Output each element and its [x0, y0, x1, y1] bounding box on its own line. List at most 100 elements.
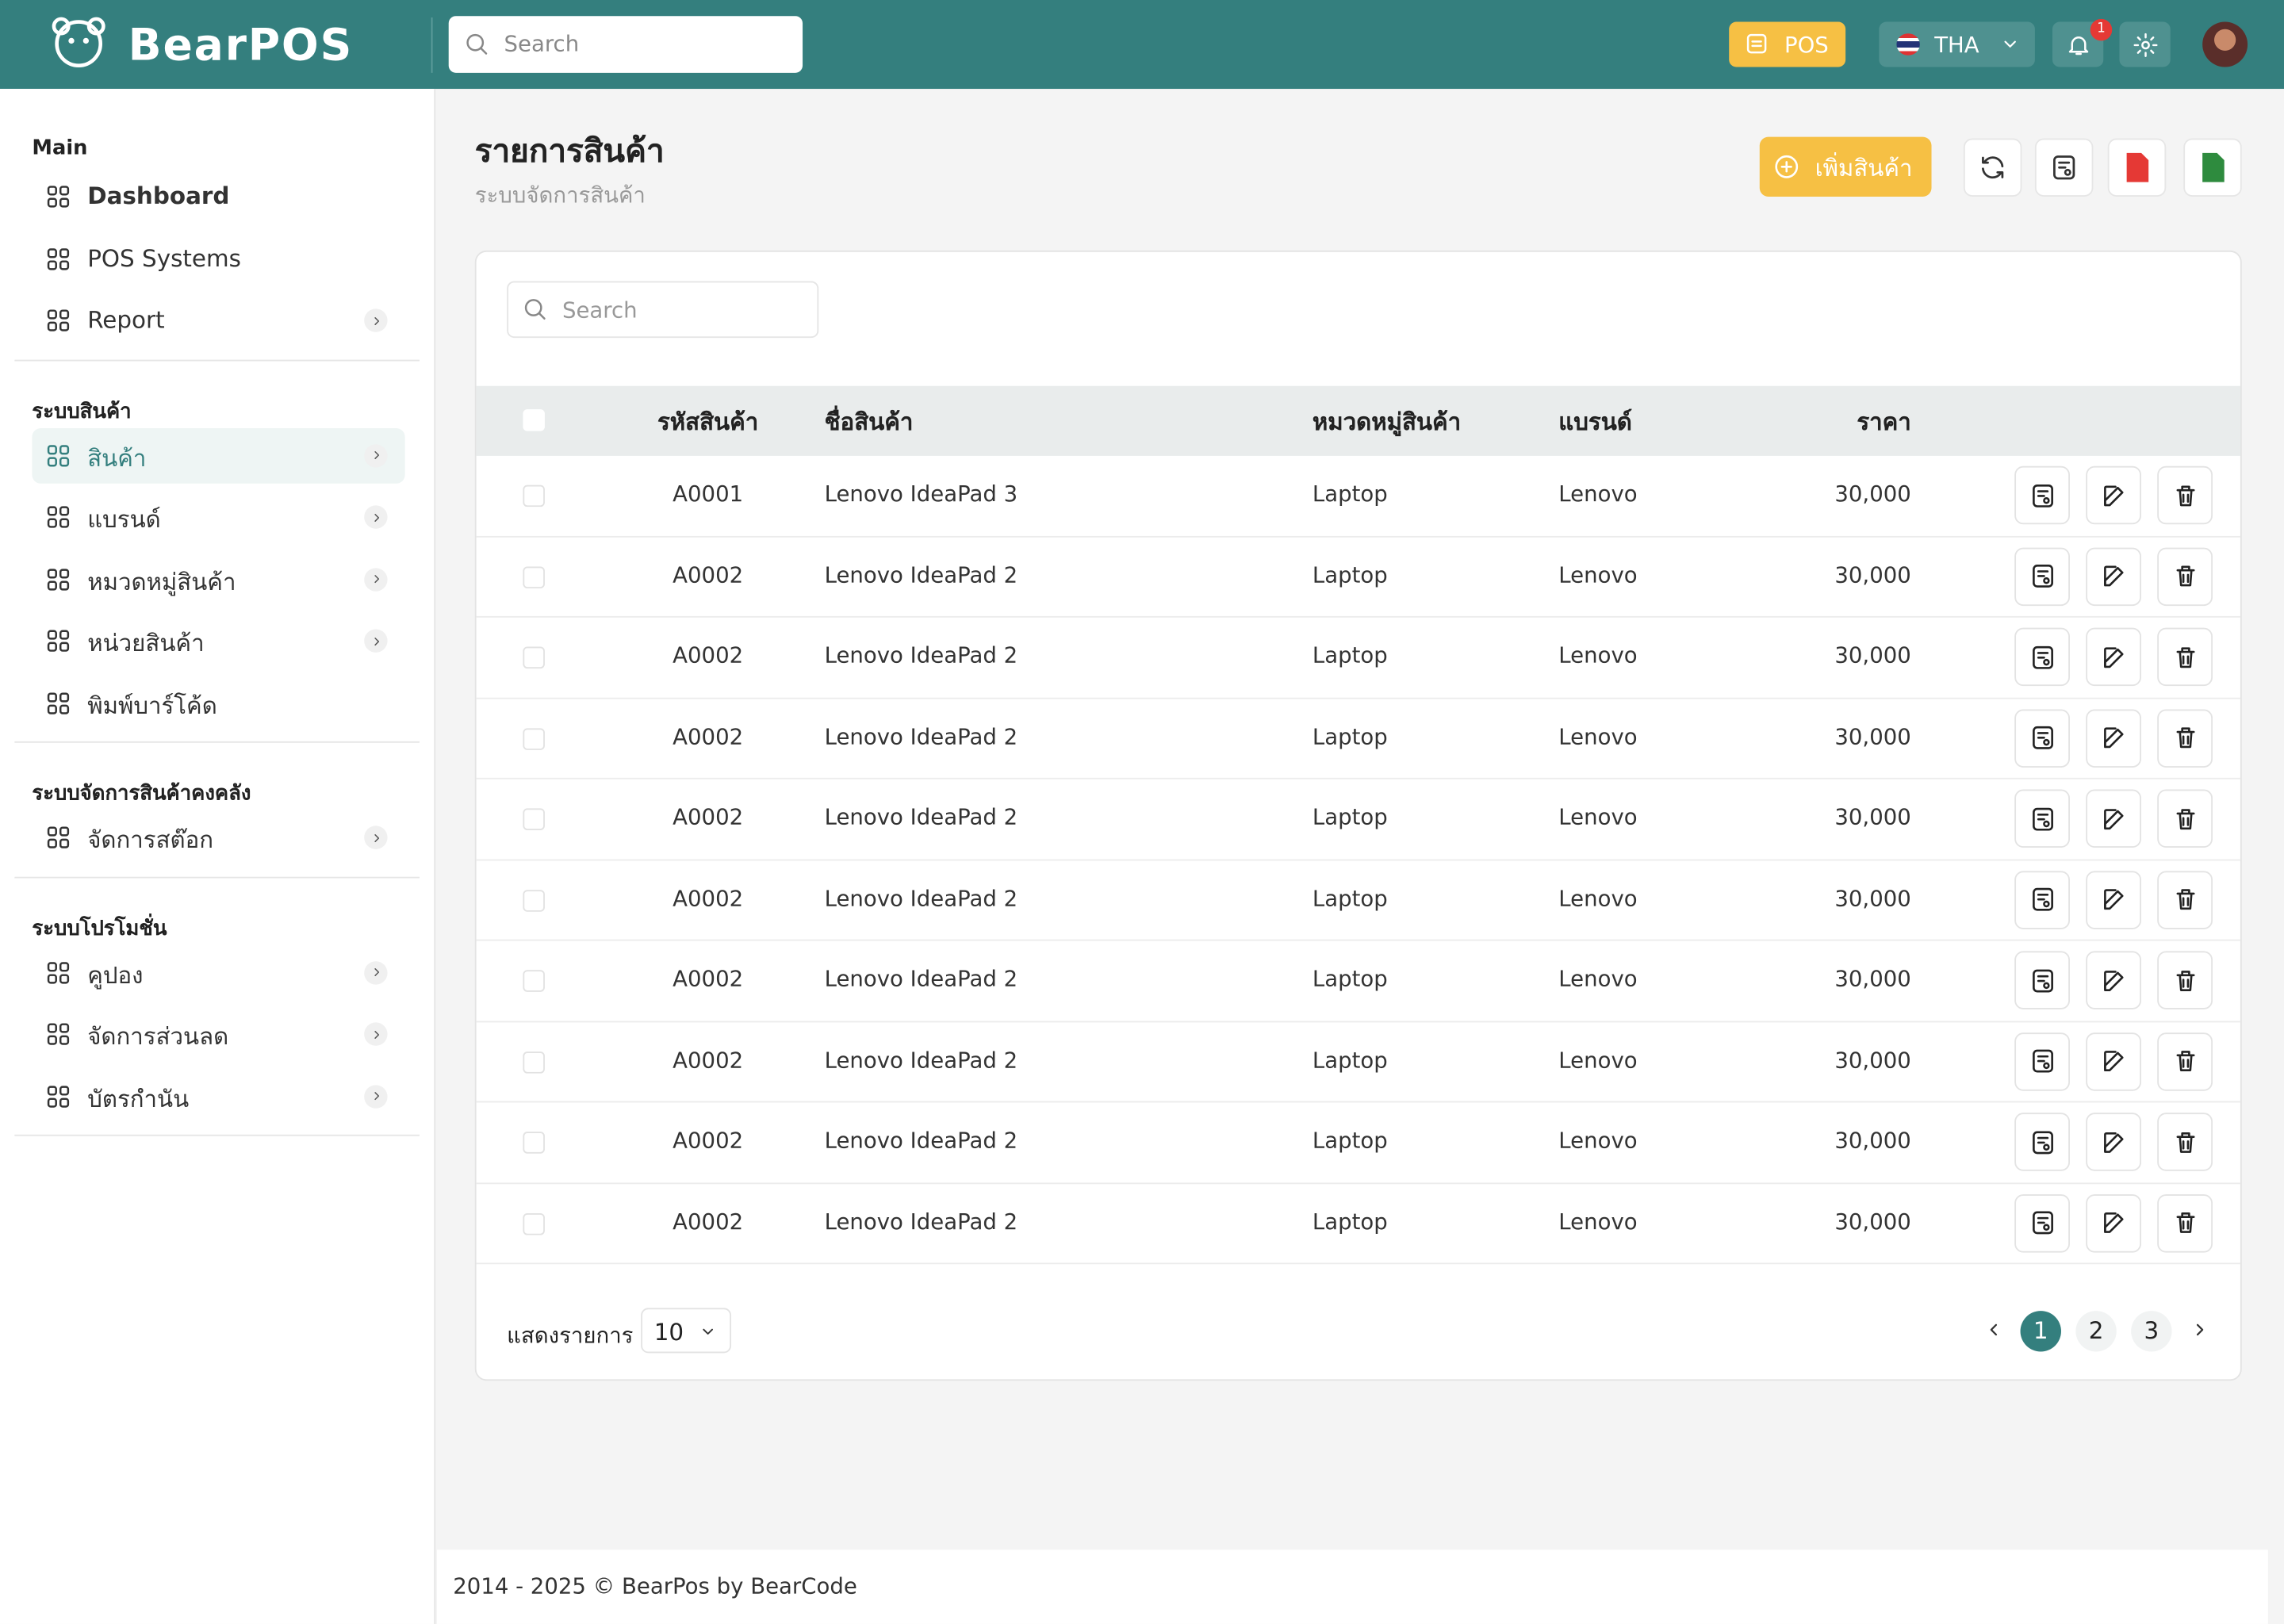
csv-button[interactable]	[2183, 138, 2242, 197]
view-button[interactable]	[2014, 1193, 2071, 1252]
cell: Lenovo IdeaPad 2	[824, 722, 1018, 750]
edit-button[interactable]	[2086, 951, 2142, 1009]
nav-item[interactable]: แบรนด์	[32, 489, 404, 545]
page-size-select[interactable]: 10	[641, 1308, 732, 1354]
edit-button[interactable]	[2086, 1113, 2142, 1171]
row-checkbox[interactable]	[523, 1212, 545, 1235]
notification-button[interactable]: 1	[2052, 18, 2113, 67]
nav-item[interactable]: บัตรกำนัน	[32, 1068, 404, 1124]
settings-button[interactable]	[2119, 21, 2171, 67]
page-number[interactable]: 2	[2075, 1311, 2117, 1352]
row-checkbox[interactable]	[523, 1051, 545, 1073]
icon	[47, 1023, 70, 1045]
delete-button[interactable]	[2157, 708, 2213, 768]
row-checkbox[interactable]	[523, 646, 545, 669]
page-number[interactable]: 3	[2131, 1311, 2172, 1352]
edit-button[interactable]	[2086, 870, 2142, 929]
delete-button[interactable]	[2157, 951, 2213, 1009]
row-checkbox[interactable]	[523, 808, 545, 830]
table-search[interactable]: Search	[507, 281, 819, 339]
view-button[interactable]	[2014, 1032, 2071, 1090]
delete-button[interactable]	[2157, 465, 2213, 525]
row-checkbox[interactable]	[523, 889, 545, 911]
delete-button[interactable]	[2157, 627, 2213, 687]
delete-button[interactable]	[2157, 546, 2213, 606]
barcode-button[interactable]	[2034, 138, 2094, 197]
language-select[interactable]: THA	[1879, 21, 2035, 67]
cell: Lenovo	[1558, 481, 1638, 508]
cell: Lenovo IdeaPad 2	[824, 803, 1018, 830]
nav-item[interactable]: Dashboard	[32, 169, 404, 224]
edit-button[interactable]	[2086, 789, 2142, 848]
nav-item[interactable]: หน่วยสินค้า	[32, 613, 404, 668]
nav-item[interactable]: พิมพ์บาร์โค้ด	[32, 675, 404, 730]
cell: Lenovo	[1558, 722, 1638, 750]
edit-button[interactable]	[2086, 465, 2142, 525]
view-button[interactable]	[2014, 708, 2071, 768]
view-button[interactable]	[2014, 1113, 2071, 1171]
edit-button[interactable]	[2086, 546, 2142, 606]
nav-item[interactable]: คูปอง	[32, 944, 404, 1000]
nav-icon	[45, 825, 71, 856]
icon	[2032, 726, 2053, 749]
delete-button[interactable]	[2157, 1193, 2213, 1252]
add-button[interactable]: เพิ่มสินค้า	[1759, 136, 1932, 197]
cell: 30,000	[1834, 1127, 1911, 1154]
header-checkbox[interactable]	[523, 409, 545, 431]
icon	[2103, 565, 2123, 587]
cell: Lenovo	[1558, 561, 1638, 588]
page-number[interactable]: 1	[2020, 1311, 2061, 1352]
edit-button[interactable]	[2086, 1193, 2142, 1252]
icon	[47, 186, 70, 208]
view-button[interactable]	[2014, 627, 2071, 687]
cell: Laptop	[1312, 1046, 1388, 1073]
edit-button[interactable]	[2086, 1032, 2142, 1090]
icon	[2032, 806, 2053, 830]
icon	[2032, 1211, 2053, 1235]
nav-item[interactable]: POS Systems	[32, 231, 404, 286]
avatar[interactable]	[2202, 21, 2248, 67]
next-page[interactable]	[2188, 1318, 2211, 1347]
nav-item[interactable]: หมวดหมู่สินค้า	[32, 551, 404, 607]
edit-button[interactable]	[2086, 627, 2142, 687]
nav-item[interactable]: สินค้า	[32, 427, 405, 483]
prev-page[interactable]	[1983, 1318, 2006, 1347]
row-checkbox[interactable]	[523, 970, 545, 992]
icon	[374, 575, 379, 584]
cell: A0002	[673, 1046, 744, 1073]
view-button[interactable]	[2014, 789, 2071, 848]
refresh-button[interactable]	[1963, 138, 2022, 197]
view-button[interactable]	[2014, 870, 2071, 929]
nav-item[interactable]: Report	[32, 293, 404, 348]
pos-button[interactable]: POS	[1729, 21, 1846, 67]
icon	[2175, 485, 2194, 506]
section-title: ระบบสินค้า	[32, 400, 132, 423]
view-button[interactable]	[2014, 546, 2071, 606]
delete-button[interactable]	[2157, 870, 2213, 929]
view-button[interactable]	[2014, 951, 2071, 1009]
row-checkbox[interactable]	[523, 727, 545, 750]
nav-item[interactable]: จัดการส่วนลด	[32, 1006, 404, 1062]
delete-button[interactable]	[2157, 1032, 2213, 1090]
view-button[interactable]	[2014, 465, 2071, 525]
nav-icon	[45, 690, 71, 722]
icon	[374, 833, 379, 842]
row-checkbox[interactable]	[523, 565, 545, 588]
footer: 2014 - 2025 © BearPos by BearCode	[437, 1549, 2268, 1624]
cell: Laptop	[1312, 1208, 1388, 1235]
pdf-button[interactable]	[2107, 138, 2167, 197]
delete-button[interactable]	[2157, 1113, 2213, 1171]
nav-icon	[45, 566, 71, 598]
header-search[interactable]: Search	[448, 16, 803, 73]
section-divider	[14, 741, 420, 743]
row-checkbox[interactable]	[523, 485, 545, 508]
nav-chevron	[364, 443, 388, 467]
column-header: หมวดหมู่สินค้า	[1312, 408, 1462, 436]
nav-item[interactable]: จัดการสต๊อก	[32, 810, 404, 865]
cell: Laptop	[1312, 722, 1388, 750]
cell: 30,000	[1834, 642, 1911, 669]
cell: Laptop	[1312, 884, 1388, 911]
edit-button[interactable]	[2086, 708, 2142, 768]
delete-button[interactable]	[2157, 789, 2213, 848]
row-checkbox[interactable]	[523, 1132, 545, 1154]
